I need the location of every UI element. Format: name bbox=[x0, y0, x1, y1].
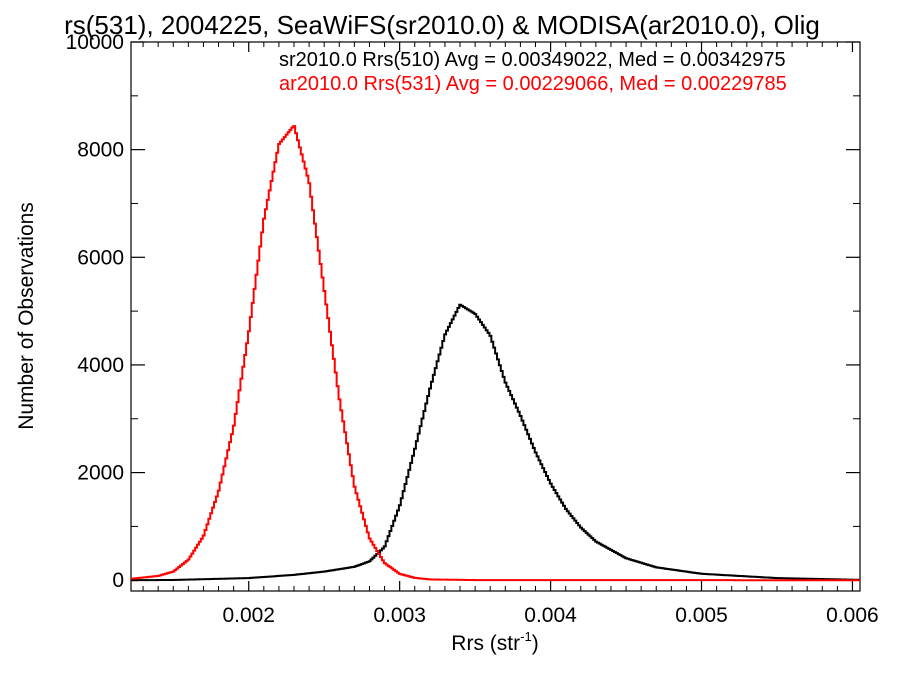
x-tick-label: 0.002 bbox=[222, 604, 275, 627]
x-tick-label: 0.006 bbox=[826, 604, 879, 627]
x-axis-label-main: Rrs (str bbox=[451, 632, 520, 655]
y-tick-label: 0 bbox=[112, 569, 124, 592]
legend-entry-black: sr2010.0 Rrs(510) Avg = 0.00349022, Med … bbox=[279, 49, 786, 71]
chart-title: rs(531), 2004225, SeaWiFS(sr2010.0) & MO… bbox=[64, 10, 820, 40]
x-axis-label: Rrs (str-1) bbox=[451, 629, 538, 655]
x-axis-ticks: 0.002 0.003 0.004 0.005 0.006 bbox=[142, 42, 879, 627]
legend-entry-red: ar2010.0 Rrs(531) Avg = 0.00229066, Med … bbox=[279, 73, 787, 95]
x-axis-label-close: ) bbox=[532, 632, 539, 655]
y-tick-label: 8000 bbox=[77, 139, 124, 162]
series-layer bbox=[131, 125, 860, 582]
x-axis-label-superscript: -1 bbox=[520, 629, 532, 644]
plot-area bbox=[130, 41, 861, 592]
y-axis-ticks: 0 2000 4000 6000 8000 10000 bbox=[66, 31, 860, 592]
y-tick-label: 2000 bbox=[77, 462, 124, 485]
plot-frame bbox=[130, 41, 861, 592]
x-tick-label: 0.004 bbox=[524, 604, 577, 627]
x-tick-label: 0.005 bbox=[675, 604, 728, 627]
series-line-black bbox=[131, 303, 860, 582]
y-axis-label: Number of Observations bbox=[15, 202, 38, 430]
series-line-red bbox=[131, 125, 860, 582]
y-tick-label: 6000 bbox=[77, 246, 124, 269]
y-tick-label: 4000 bbox=[77, 354, 124, 377]
y-tick-label: 10000 bbox=[66, 31, 124, 54]
x-tick-label: 0.003 bbox=[373, 604, 426, 627]
legend: sr2010.0 Rrs(510) Avg = 0.00349022, Med … bbox=[279, 49, 787, 95]
